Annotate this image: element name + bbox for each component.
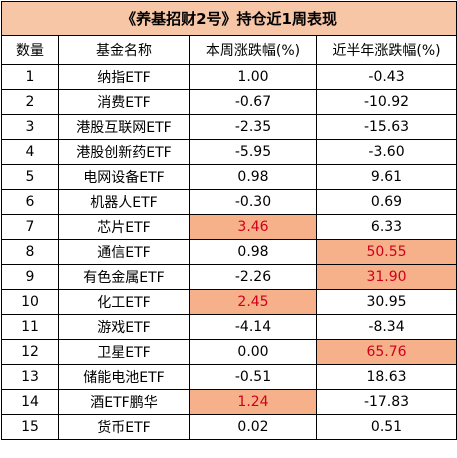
table-row: 10 化工ETF 2.45 30.95 — [1, 289, 457, 315]
header-row: 数量 基金名称 本周涨跌幅(%) 近半年涨跌幅(%) — [1, 35, 457, 65]
cell-count: 8 — [1, 239, 59, 265]
table-row: 3 港股互联网ETF -2.35 -15.63 — [1, 114, 457, 140]
cell-count: 10 — [1, 289, 59, 315]
cell-count: 7 — [1, 214, 59, 240]
cell-count: 12 — [1, 339, 59, 365]
cell-week-change: -0.51 — [189, 364, 317, 390]
cell-fund-name: 机器人ETF — [58, 189, 190, 215]
table-row: 1 纳指ETF 1.00 -0.43 — [1, 64, 457, 90]
cell-week-change: -0.30 — [189, 189, 317, 215]
cell-half-year-change: -0.43 — [315, 64, 457, 90]
cell-count: 5 — [1, 164, 59, 190]
cell-fund-name: 电网设备ETF — [58, 164, 190, 190]
cell-count: 2 — [1, 89, 59, 115]
cell-week-change: -2.35 — [189, 114, 317, 140]
cell-week-change: -2.26 — [189, 264, 317, 290]
table-row: 12 卫星ETF 0.00 65.76 — [1, 339, 457, 365]
cell-half-year-change: 0.69 — [315, 189, 457, 215]
cell-fund-name: 纳指ETF — [58, 64, 190, 90]
cell-fund-name: 卫星ETF — [58, 339, 190, 365]
table-row: 4 港股创新药ETF -5.95 -3.60 — [1, 139, 457, 165]
cell-count: 15 — [1, 414, 59, 440]
cell-fund-name: 酒ETF鹏华 — [58, 389, 190, 415]
cell-half-year-change: 18.63 — [315, 364, 457, 390]
cell-week-change: 1.24 — [189, 389, 317, 415]
table-row: 5 电网设备ETF 0.98 9.61 — [1, 164, 457, 190]
table-title: 《养基招财2号》持仓近1周表现 — [0, 1, 457, 36]
table-row: 7 芯片ETF 3.46 6.33 — [1, 214, 457, 240]
table-row: 15 货币ETF 0.02 0.51 — [1, 414, 457, 440]
cell-week-change: 0.00 — [189, 339, 317, 365]
cell-half-year-change: 31.90 — [315, 264, 457, 290]
header-week-change: 本周涨跌幅(%) — [189, 35, 317, 65]
table-row: 6 机器人ETF -0.30 0.69 — [1, 189, 457, 215]
table-row: 2 消费ETF -0.67 -10.92 — [1, 89, 457, 115]
table-row: 8 通信ETF 0.98 50.55 — [1, 239, 457, 265]
cell-week-change: 1.00 — [189, 64, 317, 90]
cell-half-year-change: 0.51 — [315, 414, 457, 440]
cell-week-change: 0.02 — [189, 414, 317, 440]
cell-week-change: 2.45 — [189, 289, 317, 315]
cell-fund-name: 游戏ETF — [58, 314, 190, 340]
cell-fund-name: 芯片ETF — [58, 214, 190, 240]
cell-fund-name: 通信ETF — [58, 239, 190, 265]
cell-half-year-change: 65.76 — [315, 339, 457, 365]
cell-half-year-change: 9.61 — [315, 164, 457, 190]
table-row: 9 有色金属ETF -2.26 31.90 — [1, 264, 457, 290]
cell-half-year-change: -8.34 — [315, 314, 457, 340]
cell-fund-name: 港股创新药ETF — [58, 139, 190, 165]
table-row: 14 酒ETF鹏华 1.24 -17.83 — [1, 389, 457, 415]
cell-half-year-change: -3.60 — [315, 139, 457, 165]
cell-count: 6 — [1, 189, 59, 215]
cell-half-year-change: -17.83 — [315, 389, 457, 415]
cell-half-year-change: 50.55 — [315, 239, 457, 265]
header-count: 数量 — [1, 35, 59, 65]
cell-week-change: 0.98 — [189, 164, 317, 190]
cell-half-year-change: 6.33 — [315, 214, 457, 240]
cell-fund-name: 货币ETF — [58, 414, 190, 440]
header-fund-name: 基金名称 — [58, 35, 190, 65]
cell-half-year-change: -10.92 — [315, 89, 457, 115]
cell-half-year-change: -15.63 — [315, 114, 457, 140]
cell-week-change: -5.95 — [189, 139, 317, 165]
table-row: 11 游戏ETF -4.14 -8.34 — [1, 314, 457, 340]
cell-week-change: -4.14 — [189, 314, 317, 340]
cell-fund-name: 港股互联网ETF — [58, 114, 190, 140]
cell-week-change: 3.46 — [189, 214, 317, 240]
cell-half-year-change: 30.95 — [315, 289, 457, 315]
cell-fund-name: 化工ETF — [58, 289, 190, 315]
cell-count: 4 — [1, 139, 59, 165]
header-half-year-change: 近半年涨跌幅(%) — [315, 35, 457, 65]
cell-count: 13 — [1, 364, 59, 390]
cell-fund-name: 有色金属ETF — [58, 264, 190, 290]
cell-count: 14 — [1, 389, 59, 415]
cell-count: 9 — [1, 264, 59, 290]
title-row: 《养基招财2号》持仓近1周表现 — [0, 1, 457, 36]
cell-fund-name: 储能电池ETF — [58, 364, 190, 390]
holdings-table: 《养基招财2号》持仓近1周表现 数量 基金名称 本周涨跌幅(%) 近半年涨跌幅(… — [0, 1, 457, 440]
cell-week-change: -0.67 — [189, 89, 317, 115]
table-row: 13 储能电池ETF -0.51 18.63 — [1, 364, 457, 390]
cell-count: 1 — [1, 64, 59, 90]
cell-count: 3 — [1, 114, 59, 140]
cell-count: 11 — [1, 314, 59, 340]
cell-week-change: 0.98 — [189, 239, 317, 265]
cell-fund-name: 消费ETF — [58, 89, 190, 115]
